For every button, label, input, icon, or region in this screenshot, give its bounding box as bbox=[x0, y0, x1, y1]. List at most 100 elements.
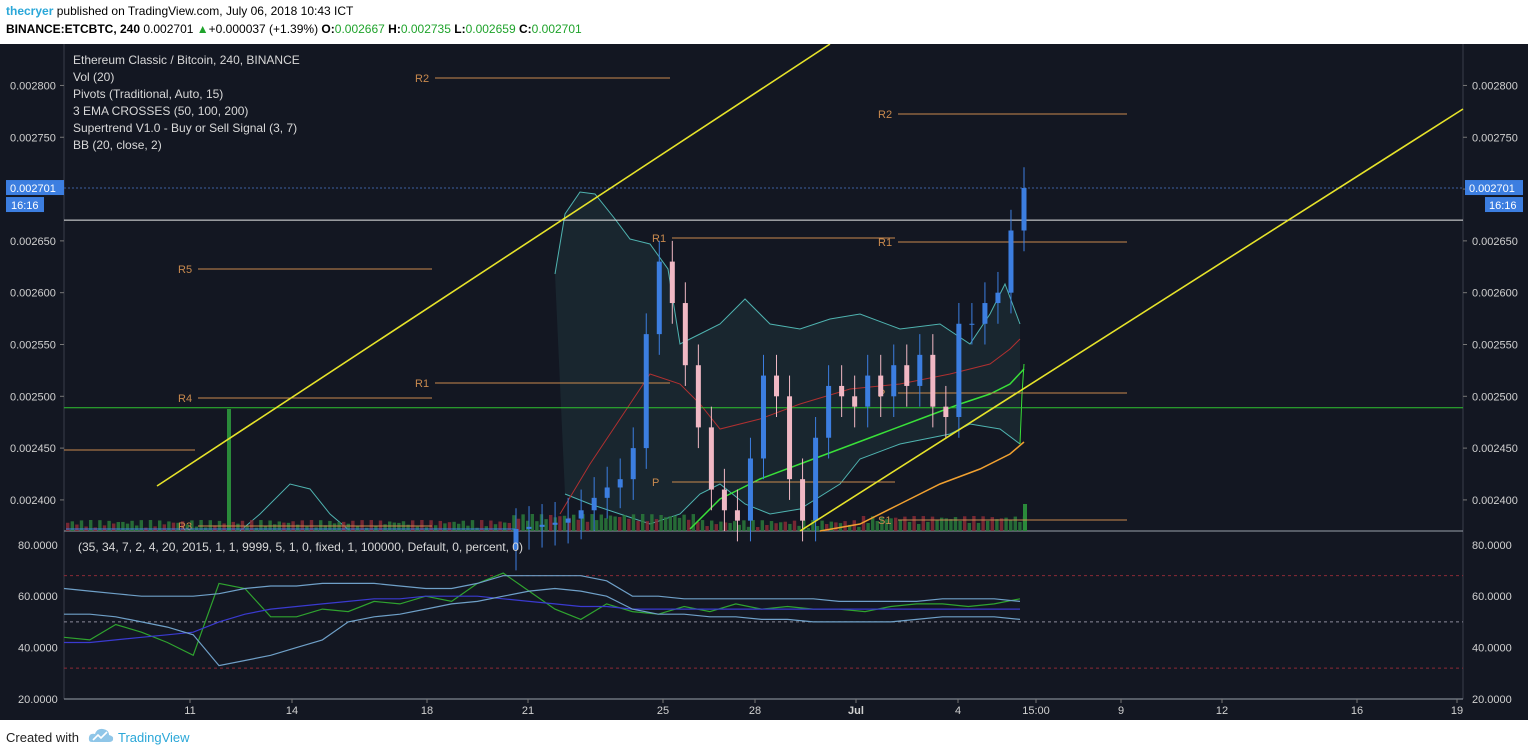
candle-body bbox=[995, 292, 1001, 304]
supertrend bbox=[1019, 363, 1025, 445]
candle-body bbox=[956, 323, 962, 418]
osc-tick-label-right: 40.0000 bbox=[1472, 643, 1512, 655]
high-label: H: bbox=[388, 22, 401, 36]
y-tick-label-right: 0.002600 bbox=[1472, 288, 1518, 300]
low-value: 0.002659 bbox=[465, 22, 516, 36]
y-tick-label-right: 0.002400 bbox=[1472, 495, 1518, 507]
volume-bar bbox=[125, 523, 130, 531]
volume-bar bbox=[346, 523, 350, 531]
candle-body bbox=[708, 427, 714, 490]
volume-bar bbox=[480, 520, 484, 531]
volume-bar bbox=[112, 523, 116, 531]
candle-body bbox=[630, 448, 636, 480]
legend-item[interactable]: Supertrend V1.0 - Buy or Sell Signal (3,… bbox=[73, 121, 298, 135]
volume-bar bbox=[641, 514, 645, 531]
volume-bar bbox=[167, 521, 171, 531]
volume-bar bbox=[526, 520, 530, 531]
countdown-tag-right bbox=[1485, 197, 1523, 213]
candle-body bbox=[969, 323, 975, 325]
volume-bar bbox=[135, 525, 139, 531]
pivot-label: R1 bbox=[652, 233, 666, 245]
chart-legend: Ethereum Classic / Bitcoin, 240, BINANCE… bbox=[73, 52, 300, 154]
y-tick-label-right: 0.002550 bbox=[1472, 339, 1518, 351]
volume-bar bbox=[664, 517, 668, 531]
volume-bar bbox=[820, 520, 824, 531]
volume-bar bbox=[921, 516, 925, 531]
volume-bar bbox=[397, 522, 401, 531]
candle-body bbox=[891, 365, 897, 397]
volume-bar bbox=[107, 520, 111, 531]
countdown-tag-text: 16:16 bbox=[1489, 200, 1517, 212]
volume-bar bbox=[332, 523, 337, 531]
pivot-label: R1 bbox=[878, 237, 892, 249]
tradingview-link[interactable]: TradingView bbox=[118, 730, 190, 745]
volume-bar bbox=[222, 523, 226, 531]
volume-bar bbox=[618, 516, 622, 531]
osc-tick-label-left: 60.0000 bbox=[18, 591, 58, 603]
trendlines[interactable] bbox=[156, 44, 1464, 532]
chart-canvas[interactable]: R2R5R4R3R1R1PR2R1PS1 0.0028000.0028000.0… bbox=[0, 44, 1528, 720]
volume-bar bbox=[687, 519, 691, 531]
volume-bar bbox=[162, 524, 166, 531]
volume-bar bbox=[581, 514, 585, 531]
volume-spike bbox=[227, 409, 231, 531]
volume-bar bbox=[503, 522, 507, 531]
x-tick-label: 9 bbox=[1118, 705, 1124, 717]
publish-line: thecryer published on TradingView.com, J… bbox=[6, 4, 353, 18]
x-tick-label: 15:00 bbox=[1022, 705, 1050, 717]
volume-bar bbox=[622, 515, 626, 531]
volume-bar bbox=[930, 516, 935, 531]
last-price: 0.002701 bbox=[143, 22, 194, 36]
volume-bar bbox=[848, 524, 852, 531]
candle-body bbox=[1021, 188, 1027, 231]
legend-item[interactable]: Vol (20) bbox=[73, 70, 115, 84]
volume-bar bbox=[273, 524, 277, 531]
x-tick-label: 19 bbox=[1451, 705, 1463, 717]
last-price-tag-text: 0.002701 bbox=[1469, 183, 1515, 195]
volume-bar bbox=[797, 525, 801, 531]
candle-body bbox=[604, 487, 610, 498]
volume-bar bbox=[406, 524, 410, 531]
ema-50 bbox=[689, 368, 1025, 530]
volume-bar bbox=[1009, 520, 1013, 531]
volume-bar bbox=[696, 521, 700, 531]
volume-bar bbox=[875, 520, 879, 531]
candle-body bbox=[643, 334, 649, 449]
high-value: 0.002735 bbox=[400, 22, 451, 36]
volume-bar bbox=[861, 516, 866, 531]
osc-tick-label-right: 80.0000 bbox=[1472, 540, 1512, 552]
pivot-label: R4 bbox=[178, 393, 192, 405]
volume-bar bbox=[516, 518, 521, 531]
ema-100 bbox=[819, 441, 1025, 532]
author-link[interactable]: thecryer bbox=[6, 4, 54, 18]
y-tick-label-left: 0.002650 bbox=[10, 236, 56, 248]
candle-body bbox=[721, 489, 727, 511]
candle-body bbox=[904, 365, 910, 386]
y-tick-label-left: 0.002800 bbox=[10, 80, 56, 92]
close-label: C: bbox=[518, 22, 532, 36]
candle-body bbox=[513, 528, 519, 550]
y-tick-label-right: 0.002750 bbox=[1472, 132, 1518, 144]
legend-item[interactable]: 3 EMA CROSSES (50, 100, 200) bbox=[73, 104, 249, 118]
volume-bar bbox=[158, 520, 162, 531]
volume-bar bbox=[728, 523, 732, 531]
volume-bar bbox=[783, 521, 787, 531]
last-price-tag-text: 0.002701 bbox=[10, 183, 56, 195]
legend-item[interactable]: BB (20, close, 2) bbox=[73, 138, 162, 152]
candle-body bbox=[552, 522, 558, 525]
x-tick-label: 28 bbox=[749, 705, 761, 717]
volume-bar bbox=[710, 520, 714, 531]
publish-info: published on TradingView.com, July 06, 2… bbox=[56, 4, 354, 18]
volume-bar bbox=[549, 514, 553, 531]
volume-bar bbox=[903, 516, 907, 531]
candle-body bbox=[734, 510, 740, 521]
volume-bar bbox=[392, 522, 396, 531]
volume-bar bbox=[89, 520, 93, 531]
volume-bar bbox=[779, 522, 783, 531]
volume-bar bbox=[682, 514, 686, 531]
volume-bar bbox=[677, 517, 682, 531]
legend-item[interactable]: Pivots (Traditional, Auto, 15) bbox=[73, 87, 224, 101]
candle-body bbox=[852, 396, 858, 407]
countdown-tag-left bbox=[6, 197, 44, 213]
candle-body bbox=[839, 385, 845, 397]
